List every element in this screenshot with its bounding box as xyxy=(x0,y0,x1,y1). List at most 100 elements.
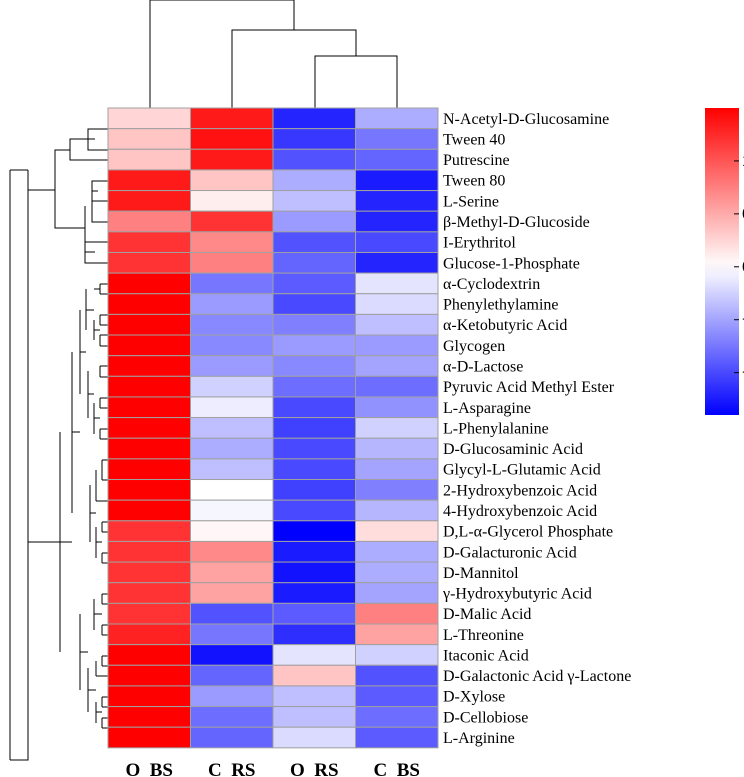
row-label: Phenylethylamine xyxy=(443,297,559,314)
heatmap-cell xyxy=(272,479,356,501)
heatmap-cell xyxy=(355,169,439,192)
heatmap-cells xyxy=(107,107,439,749)
heatmap-cell xyxy=(355,251,439,274)
heatmap-cell xyxy=(107,396,191,419)
heatmap-cell xyxy=(355,706,439,728)
heatmap-cell xyxy=(107,520,191,542)
heatmap-cell xyxy=(355,726,439,749)
heatmap-cell xyxy=(190,293,274,315)
heatmap-cell xyxy=(272,231,356,253)
heatmap-cell xyxy=(190,334,274,357)
heatmap-cell xyxy=(355,375,439,398)
heatmap-cell xyxy=(272,499,356,522)
heatmap-cell xyxy=(190,520,274,542)
row-label: L-Arginine xyxy=(443,730,515,747)
row-label: D-Malic Acid xyxy=(443,606,531,623)
heatmap-cell xyxy=(190,726,274,749)
heatmap-cell xyxy=(272,582,356,604)
heatmap-cell xyxy=(355,107,439,130)
heatmap-cell xyxy=(272,561,356,584)
heatmap-cell xyxy=(190,272,274,295)
heatmap-cell xyxy=(355,210,439,233)
heatmap-cell xyxy=(190,623,274,646)
heatmap-cell xyxy=(355,499,439,522)
heatmap-cell xyxy=(272,602,356,625)
row-label: I-Erythritol xyxy=(443,235,516,252)
row-label: Tween 80 xyxy=(443,173,505,190)
heatmap-cell xyxy=(272,437,356,460)
column-label: O_RS xyxy=(290,760,339,777)
heatmap-cell xyxy=(190,499,274,522)
heatmap-cell xyxy=(190,458,274,481)
column-label: O_BS xyxy=(125,760,173,777)
column-dendrogram xyxy=(149,0,398,108)
heatmap-cell xyxy=(272,375,356,398)
heatmap-cell xyxy=(107,499,191,522)
heatmap-cell xyxy=(355,334,439,357)
heatmap-cell xyxy=(107,664,191,687)
row-label: D-Xylose xyxy=(443,689,505,706)
row-label: D-Galactonic Acid γ-Lactone xyxy=(443,668,631,685)
heatmap-cell xyxy=(355,582,439,604)
row-label: 4-Hydroxybenzoic Acid xyxy=(443,503,597,520)
heatmap-cell xyxy=(272,726,356,749)
heatmap-cell xyxy=(190,313,274,336)
heatmap-cell xyxy=(107,437,191,460)
heatmap-cell xyxy=(107,231,191,253)
heatmap-cell xyxy=(190,582,274,604)
heatmap-cell xyxy=(355,231,439,253)
row-label: β-Methyl-D-Glucoside xyxy=(443,214,590,231)
heatmap-cell xyxy=(272,540,356,563)
heatmap-cell xyxy=(272,210,356,233)
row-label: Glycogen xyxy=(443,338,505,355)
heatmap-cell xyxy=(190,128,274,150)
heatmap-cell xyxy=(107,623,191,646)
heatmap-cell xyxy=(190,231,274,253)
column-label: C_BS xyxy=(374,760,420,777)
heatmap-cell xyxy=(107,210,191,233)
row-label: D-Galacturonic Acid xyxy=(443,544,577,561)
row-label: Pyruvic Acid Methyl Ester xyxy=(443,379,615,396)
heatmap-cell xyxy=(107,540,191,563)
heatmap-cell xyxy=(190,169,274,192)
heatmap-cell xyxy=(107,685,191,708)
heatmap-cell xyxy=(355,293,439,315)
heatmap-cell xyxy=(355,190,439,212)
heatmap-cell xyxy=(107,293,191,315)
heatmap-cell xyxy=(107,417,191,439)
heatmap-cell xyxy=(190,375,274,398)
heatmap-cell xyxy=(107,272,191,295)
row-label: L-Phenylalanine xyxy=(443,420,549,437)
heatmap-cell xyxy=(355,396,439,419)
heatmap-cell xyxy=(107,251,191,274)
heatmap-cell xyxy=(355,148,439,171)
legend-color-bar xyxy=(705,108,739,415)
heatmap-cell xyxy=(355,272,439,295)
legend-ticks: 1 0.5 0 −0.5 −1 xyxy=(734,153,744,382)
heatmap-cell xyxy=(107,128,191,150)
heatmap-cell xyxy=(190,417,274,439)
heatmap-cell xyxy=(107,602,191,625)
heatmap-cell xyxy=(107,706,191,728)
row-label: N-Acetyl-D-Glucosamine xyxy=(443,111,609,128)
heatmap-cell xyxy=(190,561,274,584)
heatmap-cell xyxy=(355,685,439,708)
row-label: Tween 40 xyxy=(443,131,505,148)
row-label: D-Cellobiose xyxy=(443,709,528,726)
column-label: C_RS xyxy=(208,760,256,777)
heatmap-cell xyxy=(272,458,356,481)
legend-tick-label: 0 xyxy=(742,259,744,276)
heatmap-cell xyxy=(355,128,439,150)
heatmap-cell xyxy=(107,458,191,481)
row-label: α-Ketobutyric Acid xyxy=(443,317,567,334)
row-label: Glycyl-L-Glutamic Acid xyxy=(443,462,601,479)
row-label: D-Mannitol xyxy=(443,565,519,582)
heatmap-cell xyxy=(190,664,274,687)
row-label: L-Serine xyxy=(443,193,499,210)
heatmap-cell xyxy=(107,148,191,171)
heatmap-cell xyxy=(272,396,356,419)
row-label: D,L-α-Glycerol Phosphate xyxy=(443,524,613,541)
heatmap-cell xyxy=(355,561,439,584)
heatmap-cell xyxy=(107,644,191,666)
heatmap-cell xyxy=(272,190,356,212)
